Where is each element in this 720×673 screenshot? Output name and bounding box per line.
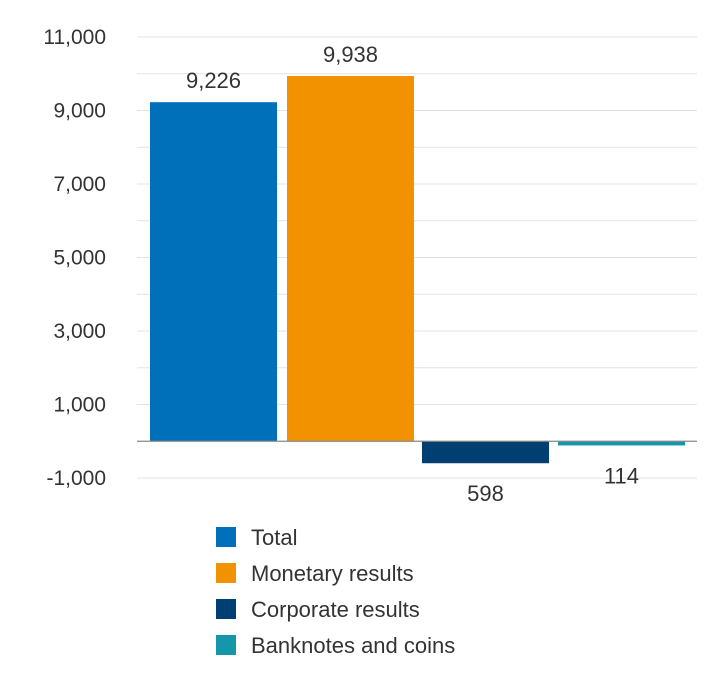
- bars: [150, 76, 685, 464]
- bar-total: [150, 102, 277, 442]
- legend-label: Monetary results: [251, 561, 414, 586]
- legend-label: Corporate results: [251, 597, 420, 622]
- y-tick-label: -1,000: [46, 467, 106, 490]
- legend-label: Total: [251, 525, 297, 550]
- legend-swatch: [216, 563, 236, 583]
- y-tick-label: 5,000: [53, 247, 106, 270]
- y-tick-label: 1,000: [53, 394, 106, 417]
- data-label: 114: [604, 463, 639, 488]
- legend-label: Banknotes and coins: [251, 633, 455, 658]
- data-label: 9,938: [323, 42, 378, 67]
- data-labels: 9,226 9,938 598 114: [186, 42, 639, 506]
- data-label: 9,226: [186, 68, 241, 93]
- legend-swatch: [216, 599, 236, 619]
- legend-swatch: [216, 635, 236, 655]
- legend: Total Monetary results Corporate results Ba…: [216, 525, 455, 658]
- bar-banknotes-and-coins: [558, 441, 685, 446]
- y-tick-label: 7,000: [53, 173, 106, 196]
- y-axis-ticks: -1,000 1,000 3,000 5,000 7,000 9,000 11,000: [43, 26, 106, 490]
- bar-corporate-results: [422, 441, 549, 464]
- legend-swatch: [216, 527, 236, 547]
- y-tick-label: 11,000: [43, 26, 106, 49]
- y-tick-label: 9,000: [53, 100, 106, 123]
- data-label: 598: [467, 481, 504, 506]
- bar-monetary-results: [287, 76, 414, 442]
- y-tick-label: 3,000: [53, 320, 106, 343]
